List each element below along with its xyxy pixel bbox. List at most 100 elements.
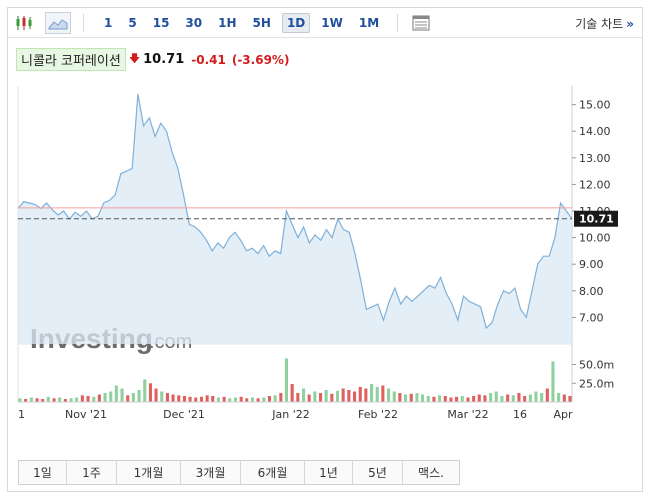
volume-bar bbox=[250, 397, 254, 402]
volume-bar bbox=[188, 396, 192, 403]
timeframe-1h[interactable]: 1H bbox=[218, 15, 237, 30]
volume-bar bbox=[415, 393, 419, 402]
x-tick-label: Apr bbox=[553, 408, 573, 421]
volume-bar bbox=[63, 399, 67, 402]
volume-bar bbox=[233, 397, 237, 402]
x-tick-label: Nov '21 bbox=[65, 408, 107, 421]
quote-header: 니콜라 코퍼레이션 🡇 10.71 -0.41 (-3.69%) bbox=[16, 48, 289, 71]
volume-bar bbox=[24, 399, 28, 402]
y-tick-label: 9.00 bbox=[579, 258, 604, 271]
volume-bar bbox=[483, 395, 487, 403]
period-option[interactable]: 1주 bbox=[67, 461, 117, 484]
volume-bar bbox=[29, 397, 33, 402]
timeframe-5[interactable]: 5 bbox=[128, 15, 137, 30]
instrument-name[interactable]: 니콜라 코퍼레이션 bbox=[16, 48, 126, 71]
volume-bar bbox=[545, 388, 549, 402]
volume-bar bbox=[86, 396, 90, 402]
volume-bar bbox=[455, 396, 459, 403]
chart-settings-icon[interactable] bbox=[410, 12, 432, 34]
volume-bar bbox=[432, 396, 436, 403]
period-option[interactable]: 1년 bbox=[305, 461, 353, 484]
volume-bar bbox=[80, 395, 84, 403]
timeframe-1[interactable]: 1 bbox=[104, 15, 113, 30]
volume-bar bbox=[228, 398, 232, 403]
volume-bar bbox=[364, 388, 368, 402]
volume-bar bbox=[109, 391, 113, 402]
volume-bar bbox=[387, 388, 391, 402]
period-option[interactable]: 6개월 bbox=[241, 461, 305, 484]
volume-bar bbox=[534, 391, 538, 402]
double-chevron-right-icon: » bbox=[626, 17, 634, 31]
volume-bar bbox=[426, 396, 430, 402]
volume-bar bbox=[438, 395, 442, 403]
volume-bar bbox=[551, 361, 555, 402]
volume-bar bbox=[211, 396, 215, 402]
volume-bar bbox=[494, 391, 498, 402]
volume-bar bbox=[319, 393, 323, 402]
x-tick-label: Dec '21 bbox=[163, 408, 205, 421]
volume-bar bbox=[540, 393, 544, 402]
volume-bar bbox=[398, 393, 402, 402]
volume-bar bbox=[472, 396, 476, 402]
timeframe-5h[interactable]: 5H bbox=[252, 15, 271, 30]
volume-bar bbox=[199, 396, 203, 403]
price-chart[interactable]: Investing.com7.008.009.0010.0011.0012.00… bbox=[8, 8, 642, 448]
volume-bar bbox=[160, 391, 164, 402]
timeframe-1m[interactable]: 1M bbox=[358, 15, 380, 30]
area-chart-icon[interactable] bbox=[45, 11, 71, 34]
volume-bar bbox=[460, 396, 464, 402]
volume-bar bbox=[313, 391, 317, 402]
timeframe-1w[interactable]: 1W bbox=[321, 15, 343, 30]
volume-bar bbox=[148, 383, 152, 403]
down-arrow-icon: 🡇 bbox=[128, 52, 141, 65]
price-change-percent: (-3.69%) bbox=[231, 52, 290, 67]
technical-chart-link[interactable]: 기술 차트» bbox=[575, 15, 634, 32]
period-option[interactable]: 1개월 bbox=[117, 461, 181, 484]
volume-bar bbox=[557, 393, 561, 402]
toolbar-divider bbox=[83, 13, 84, 32]
volume-bar bbox=[517, 393, 521, 402]
x-tick-label: 16 bbox=[513, 408, 527, 421]
volume-bar bbox=[92, 396, 96, 403]
volume-bar bbox=[194, 397, 198, 402]
volume-bar bbox=[477, 394, 481, 402]
last-price-tag-label: 10.71 bbox=[579, 213, 614, 226]
volume-bar bbox=[296, 393, 300, 402]
volume-bar bbox=[568, 396, 572, 402]
period-option[interactable]: 맥스. bbox=[403, 461, 459, 484]
volume-bar bbox=[69, 398, 73, 403]
volume-bar bbox=[279, 393, 283, 402]
volume-bar bbox=[443, 396, 447, 402]
volume-bar bbox=[114, 385, 118, 402]
timeframe-15[interactable]: 15 bbox=[152, 15, 170, 30]
volume-bar bbox=[256, 398, 260, 403]
period-option[interactable]: 5년 bbox=[353, 461, 403, 484]
volume-bar bbox=[358, 387, 362, 402]
period-option[interactable]: 3개월 bbox=[181, 461, 241, 484]
x-tick-label: Mar '22 bbox=[447, 408, 488, 421]
volume-bar bbox=[177, 395, 181, 403]
volume-bar bbox=[75, 397, 79, 402]
volume-bar bbox=[404, 394, 408, 402]
candlestick-icon[interactable] bbox=[13, 12, 35, 34]
period-selector: 1일 1주 1개월 3개월 6개월 1년 5년 맥스. bbox=[18, 460, 460, 485]
volume-bar bbox=[421, 394, 425, 402]
period-option[interactable]: 1일 bbox=[19, 461, 67, 484]
volume-bar bbox=[381, 385, 385, 402]
toolbar-divider bbox=[397, 13, 399, 32]
volume-bar bbox=[182, 396, 186, 402]
volume-bar bbox=[336, 390, 340, 403]
volume-bar bbox=[222, 396, 226, 403]
y-tick-label: 13.00 bbox=[579, 152, 611, 165]
volume-bar bbox=[273, 395, 277, 403]
volume-bar bbox=[347, 390, 351, 402]
timeframe-1d[interactable]: 1D bbox=[281, 12, 311, 33]
volume-bar bbox=[330, 393, 334, 403]
timeframe-30[interactable]: 30 bbox=[185, 15, 203, 30]
price-change: -0.41 bbox=[191, 52, 226, 67]
timeframe-group: 1 5 15 30 1H 5H 1D 1W 1M bbox=[96, 12, 387, 33]
volume-bar bbox=[284, 358, 288, 402]
volume-tick-label: 50.0m bbox=[579, 359, 614, 372]
volume-bar bbox=[126, 395, 130, 403]
chart-widget: 1 5 15 30 1H 5H 1D 1W 1M 기술 차트» 니콜라 코퍼레이션 🡇 10.7… bbox=[7, 7, 643, 492]
